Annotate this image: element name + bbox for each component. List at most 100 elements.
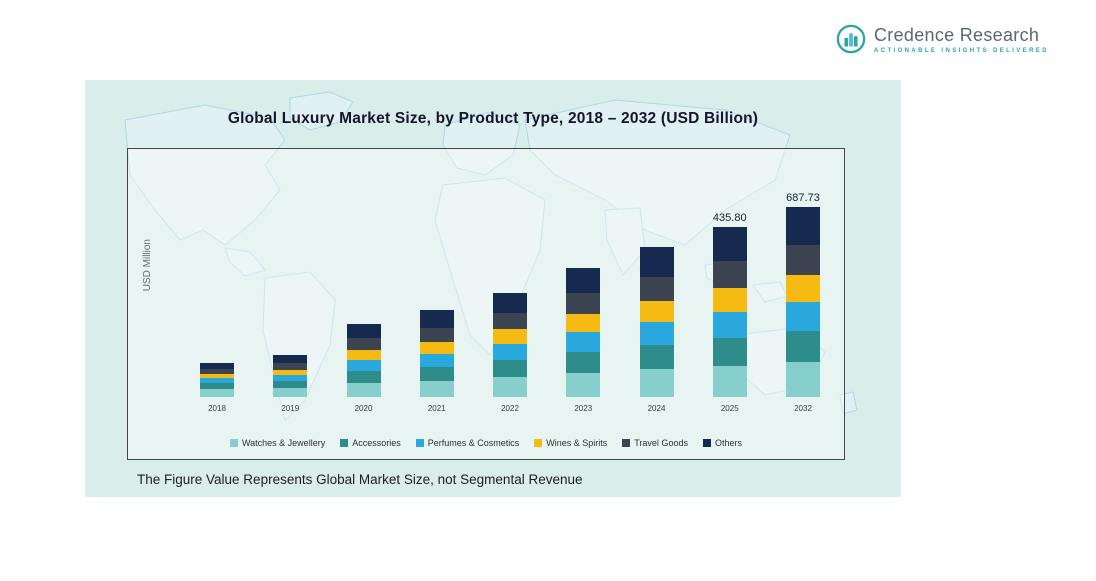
bar-column-2023 [566, 268, 601, 397]
legend-item: Travel Goods [622, 438, 688, 448]
bar-segment [493, 377, 527, 397]
legend-label: Wines & Spirits [546, 438, 608, 448]
bar-segment [273, 388, 308, 397]
bar-column-2024 [639, 247, 674, 397]
bar-segment [273, 381, 308, 388]
bar-segment [200, 369, 234, 374]
x-axis-tick-2018: 2018 [208, 404, 226, 413]
bar-stack-2032 [786, 207, 820, 397]
bar-stack-2019 [273, 355, 308, 397]
bar-segment [712, 288, 747, 312]
legend-label: Perfumes & Cosmetics [427, 438, 520, 448]
logo-text: Credence Research Actionable Insights De… [874, 25, 1049, 54]
bar-segment [200, 363, 234, 369]
x-axis-tick-2021: 2021 [427, 404, 446, 413]
x-axis-tick-2032: 2032 [794, 404, 812, 413]
legend-swatch [415, 439, 424, 447]
bar-segment [786, 302, 820, 331]
x-axis-tick-2022: 2022 [501, 404, 519, 413]
report-panel: Global Luxury Market Size, by Product Ty… [85, 80, 901, 497]
chart-legend: Watches & Jewellery Accessories Perfumes &… [128, 438, 844, 448]
chart-plot-area: USD Million 435.80 687.73 2018 2019 2020 202… [127, 148, 845, 460]
bar-segment [273, 363, 308, 370]
bar-segment [712, 338, 747, 366]
chart-footnote: The Figure Value Represents Global Marke… [137, 472, 583, 487]
bar-segment [786, 362, 820, 397]
bar-stack-2024 [639, 247, 674, 397]
logo-name: Credence Research [874, 24, 1040, 45]
bar-stack-2023 [566, 268, 601, 397]
bar-segment [786, 275, 820, 302]
y-axis-label: USD Million [142, 239, 153, 292]
bar-segment [639, 345, 674, 369]
bar-segment [419, 367, 454, 381]
bar-segment [493, 293, 527, 313]
legend-label: Watches & Jewellery [242, 438, 326, 448]
bar-segment [200, 389, 234, 397]
x-axis-labels: 2018 2019 2020 2021 2022 2023 2024 2025 2032 [200, 404, 820, 413]
bar-segment [419, 310, 454, 328]
bar-segment [786, 245, 820, 275]
bar-segment [566, 293, 601, 314]
bar-segment [419, 342, 454, 354]
bar-segment [346, 360, 381, 371]
legend-label: Travel Goods [634, 438, 688, 448]
bar-column-2020 [346, 324, 381, 397]
bar-stack-2018 [200, 363, 234, 397]
bar-segment [712, 261, 747, 288]
bar-segment [566, 352, 601, 373]
bar-segment [273, 370, 308, 375]
bar-column-2021 [419, 310, 454, 397]
bar-segment [712, 366, 747, 397]
legend-swatch [622, 439, 631, 447]
bar-segment [712, 227, 747, 261]
bar-segment [346, 350, 381, 360]
bar-segment [786, 331, 820, 362]
bar-total-label-2032: 687.73 [786, 192, 820, 204]
bar-segment [419, 354, 454, 367]
bar-stack-2022 [493, 293, 527, 397]
bar-segment [493, 360, 527, 377]
chart-title: Global Luxury Market Size, by Product Ty… [227, 110, 759, 127]
x-axis-tick-2024: 2024 [647, 404, 666, 413]
bar-column-2025: 435.80 [712, 212, 747, 397]
legend-label: Others [714, 438, 742, 448]
bar-segment [712, 312, 747, 338]
bar-segment [346, 371, 381, 383]
bar-column-2019 [273, 355, 308, 397]
bar-stack-2020 [346, 324, 381, 397]
bar-chart-logo-icon [836, 24, 866, 54]
bar-segment [273, 355, 308, 363]
legend-item: Perfumes & Cosmetics [415, 438, 520, 448]
bar-segment [566, 314, 601, 332]
bar-segment [346, 383, 381, 397]
legend-swatch [340, 439, 349, 447]
bar-stack-2025 [712, 227, 747, 397]
legend-swatch [230, 439, 238, 447]
legend-item: Others [702, 438, 742, 448]
bar-segment [200, 383, 234, 389]
bar-column-2032: 687.73 [786, 192, 820, 397]
bar-segment [493, 313, 527, 329]
bar-segment [639, 369, 674, 397]
bar-total-label-2025: 435.80 [712, 212, 747, 224]
bar-segment [639, 301, 674, 322]
legend-item: Watches & Jewellery [230, 438, 325, 448]
bar-segment [493, 344, 527, 360]
bar-segment [273, 375, 308, 381]
bar-segment [200, 378, 234, 383]
bar-segment [493, 329, 527, 344]
legend-item: Accessories [340, 438, 401, 448]
legend-label: Accessories [352, 438, 401, 448]
legend-swatch [702, 439, 711, 447]
bar-segment [566, 268, 601, 293]
bar-stack-2021 [419, 310, 454, 397]
x-axis-tick-2019: 2019 [281, 404, 300, 413]
x-axis-tick-2025: 2025 [720, 404, 739, 413]
bar-segment [639, 247, 674, 277]
bar-segment [346, 338, 381, 350]
bar-segment [419, 328, 454, 342]
bar-segment [639, 322, 674, 345]
credence-research-logo: Credence Research Actionable Insights De… [836, 24, 1049, 54]
